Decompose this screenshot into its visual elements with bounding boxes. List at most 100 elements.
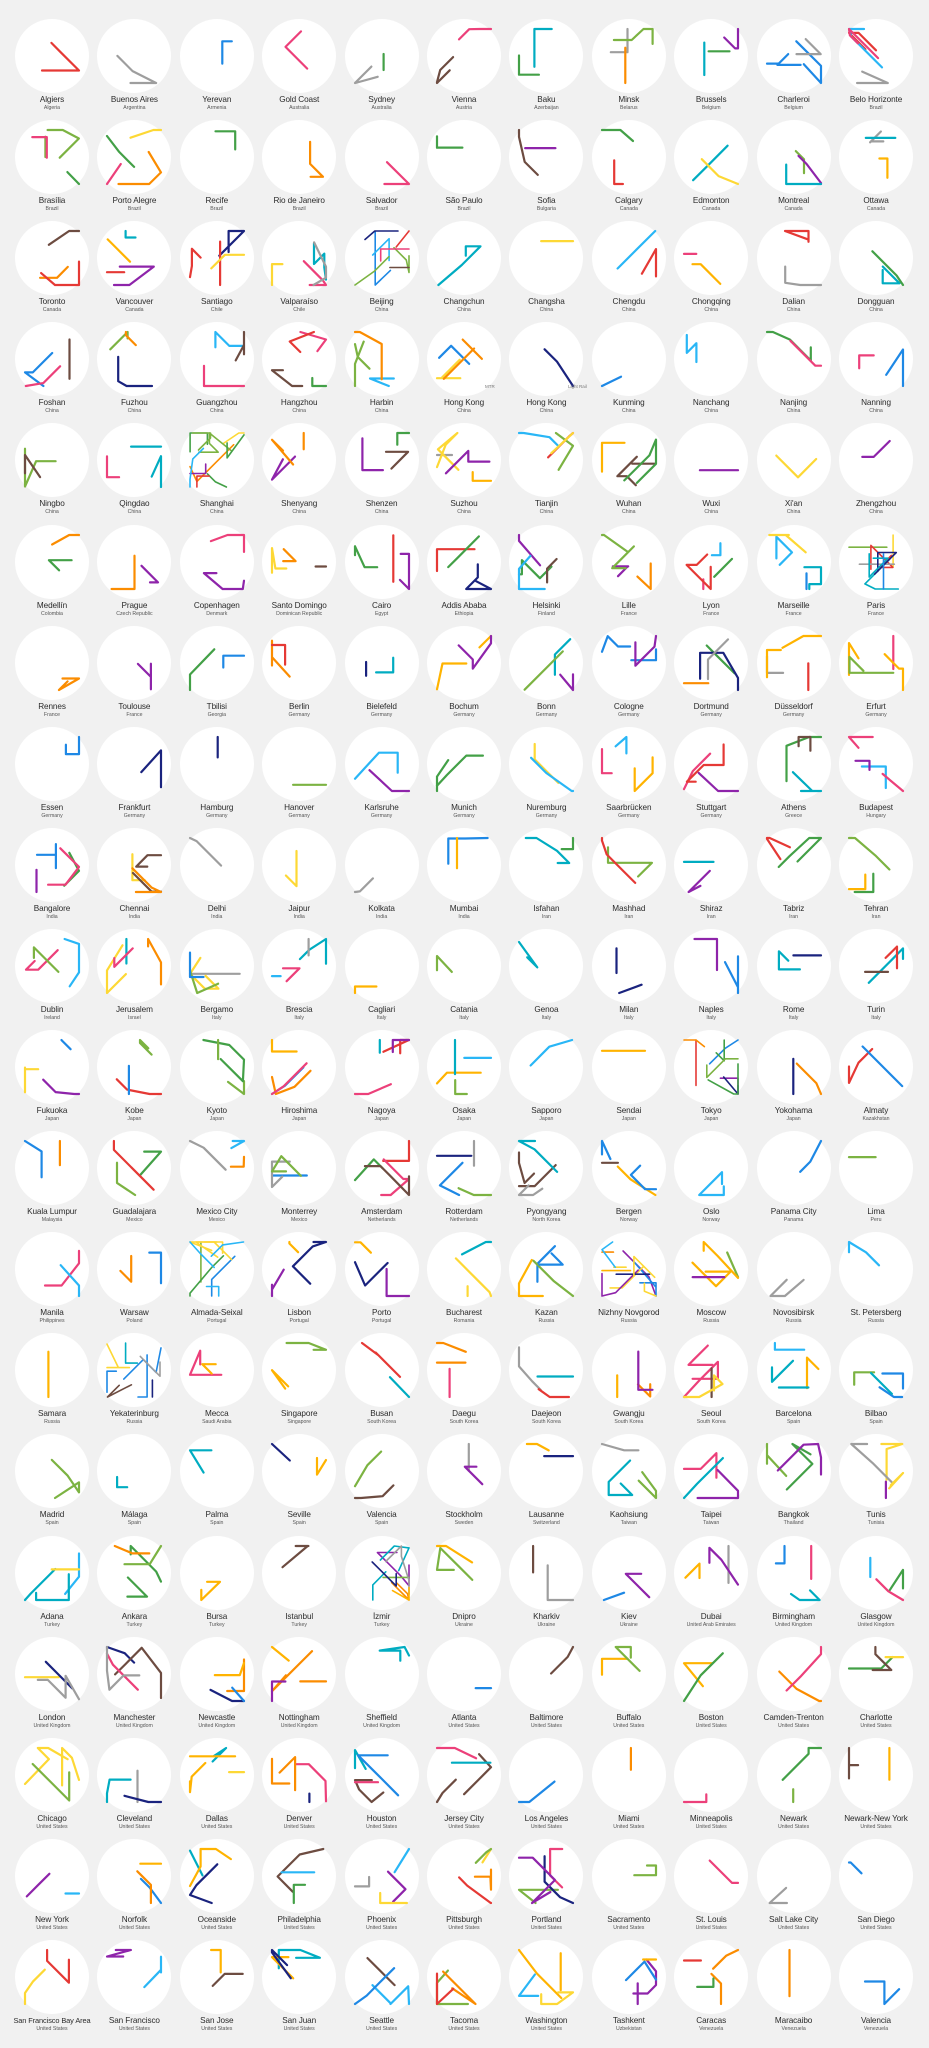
metro-line — [63, 1551, 81, 1595]
metro-map — [435, 754, 485, 792]
city-name: Qingdao — [119, 499, 150, 509]
metro-line — [214, 331, 245, 349]
city-map-frankfurt: Frankfurt Germany — [93, 726, 175, 828]
metro-map — [600, 1443, 657, 1500]
city-name: Dortmund — [693, 701, 729, 711]
metro-line — [110, 554, 136, 590]
metro-line — [106, 238, 132, 263]
metro-line — [113, 947, 135, 968]
metro-line — [188, 1241, 233, 1261]
city-name: Delhi — [207, 903, 226, 913]
metro-map — [683, 1344, 724, 1399]
country-name: China — [45, 408, 59, 415]
city-name: Rennes — [38, 701, 66, 711]
metro-line — [691, 263, 722, 286]
city-map-busan: Busan South Korea — [341, 1333, 423, 1434]
city-name: Oslo — [702, 1207, 720, 1217]
metro-line — [543, 348, 575, 388]
metro-line — [447, 836, 489, 865]
city-map-kyoto: Kyoto Japan — [176, 1030, 258, 1131]
map-circle — [674, 827, 749, 902]
map-circle — [591, 827, 666, 902]
city-map-catania: Catania Italy — [423, 928, 505, 1030]
metro-line — [367, 768, 410, 792]
metro-line — [435, 1746, 478, 1760]
city-map-kuala-lumpur: Kuala Lumpur Malaysia — [11, 1131, 93, 1232]
map-circle — [344, 1939, 419, 2014]
metro-line — [194, 1241, 219, 1259]
city-name: Prague — [121, 600, 148, 610]
map-circle — [344, 726, 419, 801]
map-circle — [674, 1232, 749, 1307]
country-name: Netherlands — [450, 1217, 478, 1224]
metro-line — [533, 27, 554, 68]
metro-line — [277, 1948, 322, 1970]
country-name: India — [211, 913, 223, 920]
metro-map — [188, 432, 245, 489]
city-map-cleveland: Cleveland United States — [93, 1737, 175, 1839]
metro-line — [770, 1359, 794, 1384]
metro-line — [107, 1384, 133, 1399]
city-map-dnipro: Dnipro Ukraine — [423, 1535, 505, 1637]
city-map-san-diego: San Diego United States — [835, 1838, 917, 1940]
metro-line — [221, 654, 245, 669]
city-map-chennai: Chennai India — [93, 827, 175, 929]
country-name: Spain — [374, 1520, 389, 1527]
city-name: İzmir — [372, 1611, 391, 1621]
city-map-nanning: Nanning China — [835, 322, 917, 423]
city-name: Wuhan — [616, 499, 642, 509]
city-name: Sacramento — [607, 1914, 651, 1924]
metro-line — [435, 758, 450, 792]
metro-map — [847, 634, 905, 691]
metro-line — [205, 1285, 220, 1297]
metro-map — [847, 1645, 905, 1671]
city-map-milan: Milan Italy — [588, 928, 670, 1030]
map-circle — [262, 1333, 337, 1408]
city-name: Salvador — [365, 196, 398, 206]
city-name: Baltimore — [529, 1712, 564, 1722]
map-circle — [97, 1131, 172, 1206]
metro-line — [188, 1349, 223, 1377]
map-circle — [509, 1535, 584, 1610]
metro-line — [881, 265, 901, 285]
metro-map — [109, 331, 154, 388]
metro-map — [435, 1544, 474, 1581]
city-name: Athens — [781, 802, 807, 812]
country-name: Malaysia — [41, 1217, 63, 1224]
metro-map — [271, 639, 291, 678]
city-name: Beijing — [369, 297, 394, 307]
country-name: United States — [695, 1823, 727, 1830]
metro-map — [47, 1350, 50, 1399]
city-name: Tokyo — [700, 1106, 722, 1115]
city-map-bilbao: Bilbao Spain — [835, 1333, 917, 1434]
metro-line — [135, 853, 163, 868]
city-map-camden-trenton: Camden-Trenton United States — [753, 1636, 835, 1738]
map-circle — [15, 1737, 89, 1812]
metro-line — [795, 1062, 822, 1096]
metro-line — [374, 656, 394, 674]
metro-line — [518, 1151, 536, 1185]
metro-line — [23, 1139, 43, 1179]
city-name: Oceanside — [197, 1914, 236, 1924]
metro-line — [140, 564, 160, 584]
country-name: France — [126, 711, 143, 718]
city-map-oceanside: Oceanside United States — [176, 1838, 258, 1940]
metro-line — [683, 1374, 724, 1399]
metro-line — [684, 1562, 701, 1579]
metro-line — [39, 265, 69, 280]
metro-map — [616, 230, 657, 278]
city-map-barcelona: Barcelona Spain — [753, 1333, 835, 1434]
metro-line — [435, 1544, 474, 1563]
metro-line — [195, 475, 210, 489]
city-map-hong-kong: Hong Kong China — [505, 322, 587, 423]
metro-line — [696, 1977, 715, 1988]
city-name: Lille — [621, 600, 636, 610]
metro-map — [864, 945, 905, 984]
map-circle — [427, 322, 501, 397]
city-map-glasgow: Glasgow United Kingdom — [835, 1535, 917, 1637]
city-map-tacoma: Tacoma United States — [423, 1939, 505, 2041]
metro-line — [435, 954, 453, 973]
metro-line — [435, 432, 460, 472]
metro-line — [106, 455, 121, 479]
metro-line — [123, 1544, 163, 1565]
